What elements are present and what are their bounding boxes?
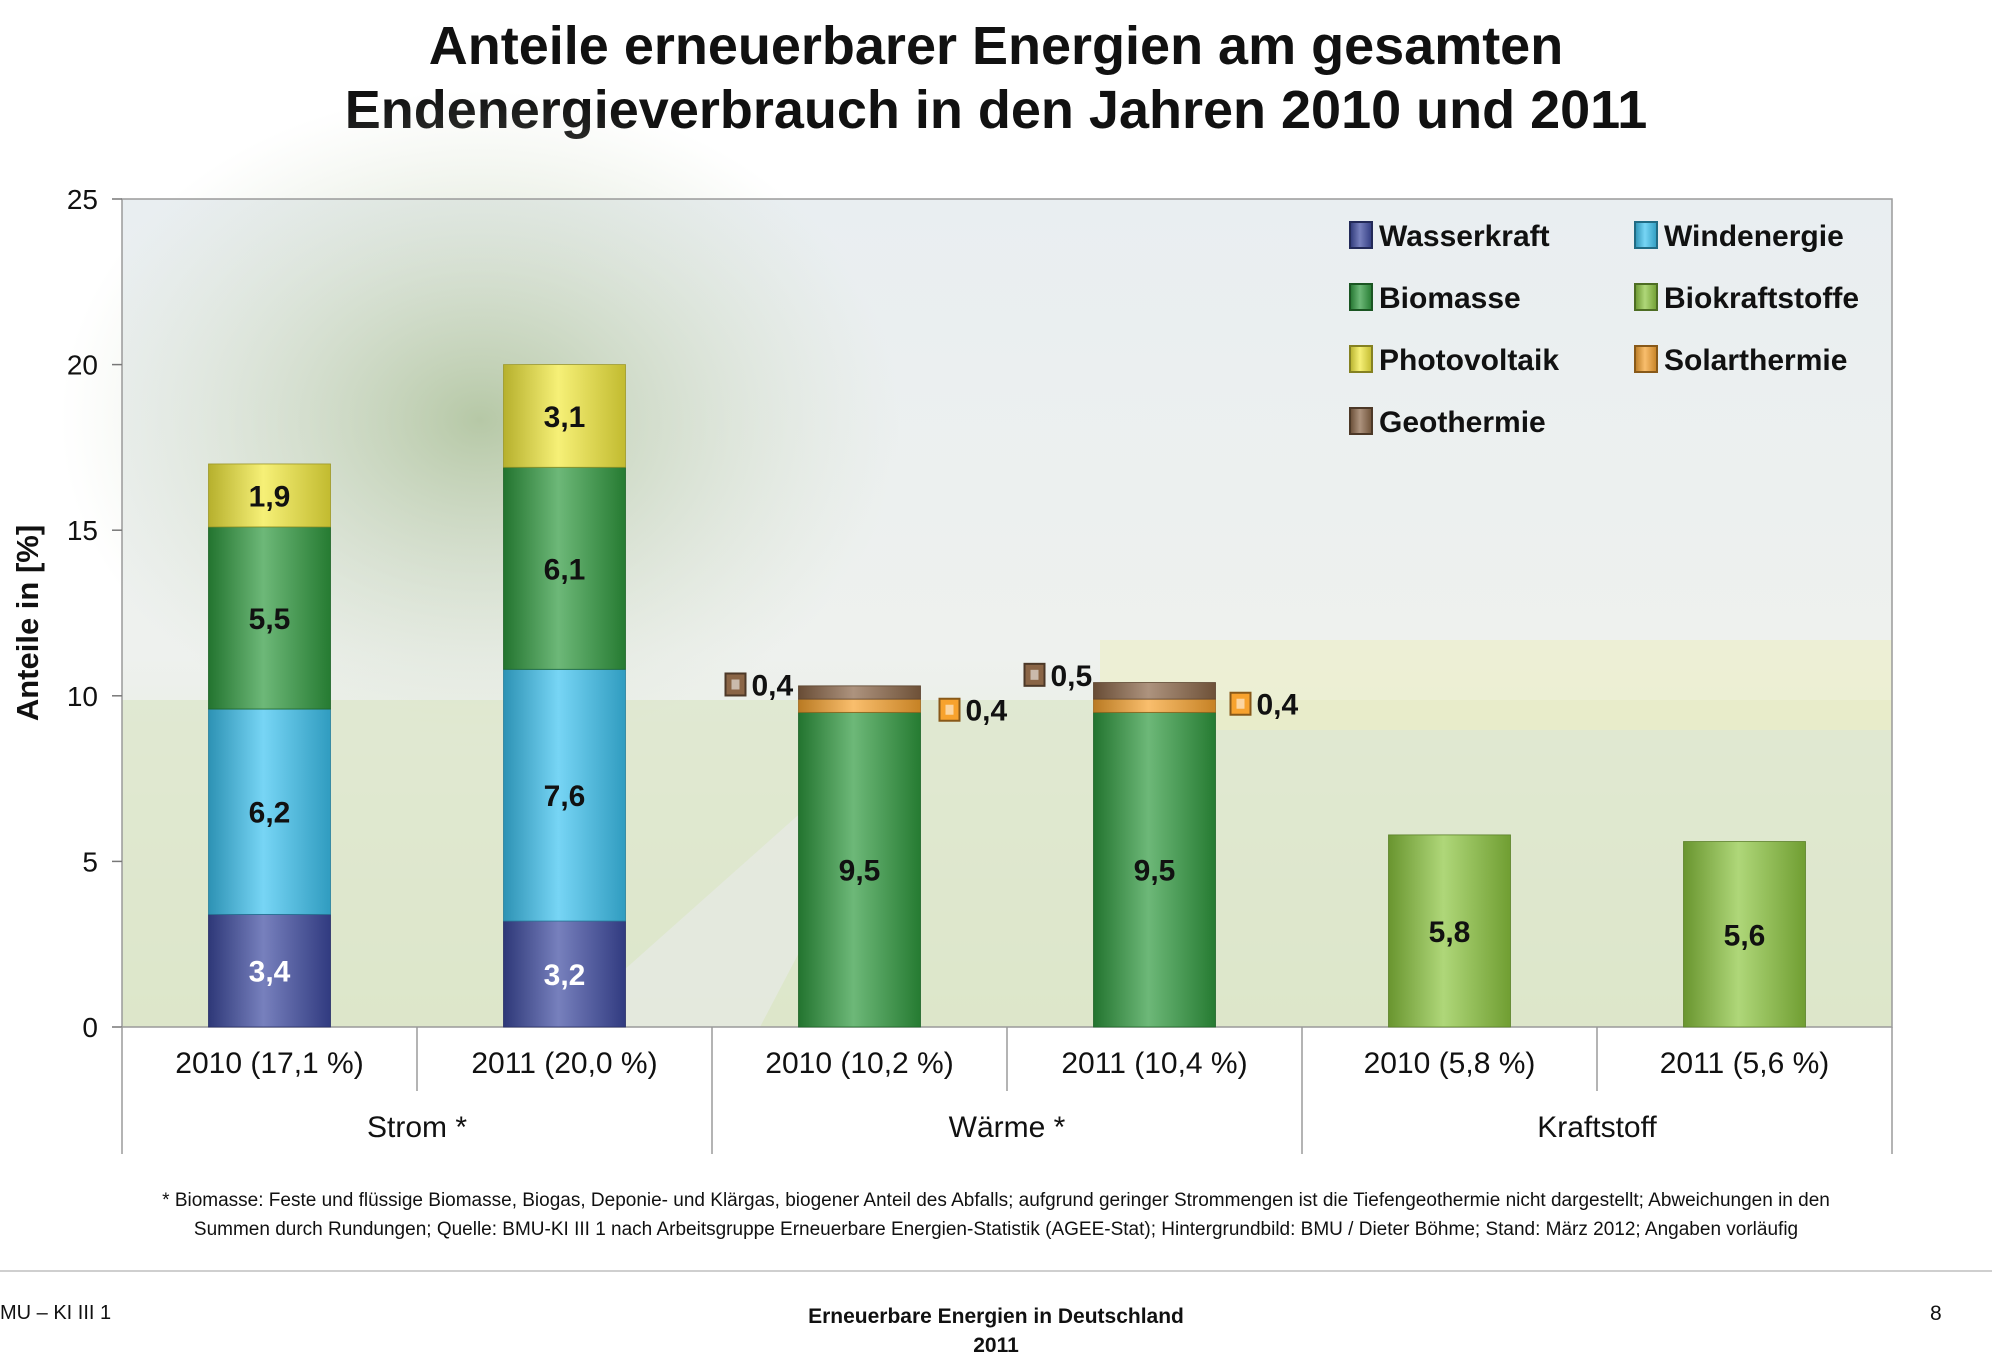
legend-swatch-biomasse: [1349, 283, 1373, 311]
callout-swatch-highlight: [945, 704, 954, 715]
bar-segment-solarthermie: [1093, 698, 1216, 713]
legend: Wasserkraft Windenergie Biomasse Biokraftst…: [1349, 220, 1859, 439]
legend-label-photovoltaik: Photovoltaik: [1379, 344, 1559, 377]
legend-label-geothermie: Geothermie: [1379, 406, 1546, 439]
y-tick-label: 20: [67, 350, 98, 381]
legend-swatch-biokraftstoffe: [1634, 283, 1658, 311]
footer-source: MU – KI III 1: [0, 1302, 112, 1324]
y-tick-label: 15: [67, 515, 98, 546]
footer-title-line-1: Erneuerbare Energien in Deutschland: [808, 1305, 1184, 1328]
data-label: 6,1: [544, 553, 586, 586]
data-label: 3,4: [249, 956, 291, 989]
bar-segment-geothermie: [798, 685, 921, 700]
data-label: 3,1: [544, 401, 586, 434]
legend-label-biokraftstoffe: Biokraftstoffe: [1664, 282, 1859, 315]
x-group-label: Strom *: [367, 1111, 467, 1144]
bar-segment-biomasse: [1093, 711, 1216, 1028]
data-label: 5,8: [1429, 916, 1471, 949]
bar-segment-biokraftstoffe: [1683, 841, 1806, 1028]
y-axis-title: Anteile in [%]: [10, 525, 45, 721]
bar-segment-windenergie: [503, 668, 626, 922]
data-label: 5,6: [1724, 919, 1766, 952]
legend-label-wasserkraft: Wasserkraft: [1379, 220, 1550, 253]
footnote-line-1: * Biomasse: Feste und flüssige Biomasse,…: [162, 1190, 1830, 1211]
bar-segment-wasserkraft: [208, 913, 331, 1028]
callout-swatch-highlight: [731, 679, 740, 690]
data-labels: 3,4 6,2 5,5 1,9 3,2 7,6 6,1 3,1 9,5 9,5 5,8 5,6 0,4 0…: [249, 401, 1766, 992]
y-tick-label: 10: [67, 681, 98, 712]
bar-segment-biomasse: [208, 526, 331, 710]
legend-swatch-wasserkraft: [1349, 221, 1373, 249]
x-category-label: 2011 (5,6 %): [1660, 1047, 1830, 1080]
legend-label-windenergie: Windenergie: [1664, 220, 1844, 253]
bars: [208, 364, 1806, 1028]
data-label: 7,6: [544, 780, 586, 813]
data-label: 9,5: [1134, 855, 1176, 888]
data-label: 1,9: [249, 480, 291, 513]
axes: 0 5 10 15 20 25 Anteile in [%] 2010 (17,1 %) 201…: [10, 184, 1893, 1154]
legend-swatch-geothermie: [1349, 407, 1373, 435]
stacked-bar-chart: 0 5 10 15 20 25 Anteile in [%] 2010 (17,1 %) 201…: [10, 90, 1893, 1154]
legend-swatch-windenergie: [1634, 221, 1658, 249]
footnote-line-2: Summen durch Rundungen; Quelle: BMU-KI I…: [193, 1219, 1799, 1240]
data-label: 3,2: [544, 959, 586, 992]
bar-segment-biomasse: [503, 466, 626, 670]
callout-label: 0,4: [1257, 689, 1299, 722]
callout-label: 0,5: [1051, 660, 1093, 693]
bar-segment-biokraftstoffe: [1388, 834, 1511, 1028]
chart-title: Anteile erneuerbarer Energien am gesamte…: [0, 14, 1992, 142]
x-category-label: 2011 (20,0 %): [471, 1047, 657, 1080]
bar-segment-wasserkraft: [503, 920, 626, 1028]
x-category-label: 2011 (10,4 %): [1061, 1047, 1247, 1080]
footer-divider: [0, 1270, 1992, 1272]
x-group-label: Wärme *: [949, 1111, 1066, 1144]
legend-label-biomasse: Biomasse: [1379, 282, 1521, 315]
y-tick-label: 0: [82, 1012, 98, 1043]
data-label: 6,2: [249, 797, 291, 830]
x-category-label: 2010 (10,2 %): [765, 1047, 953, 1080]
chart-title-line-1: Anteile erneuerbarer Energien am gesamte…: [428, 16, 1564, 76]
callout-label: 0,4: [752, 669, 794, 702]
bar-segment-windenergie: [208, 708, 331, 915]
y-tick-label: 5: [82, 846, 98, 877]
page-number: 8: [1930, 1302, 1942, 1325]
data-label: 5,5: [249, 603, 291, 636]
callout-swatch-highlight: [1236, 698, 1245, 709]
x-group-label: Kraftstoff: [1537, 1111, 1657, 1144]
legend-label-solarthermie: Solarthermie: [1664, 344, 1847, 377]
x-category-label: 2010 (5,8 %): [1364, 1047, 1536, 1080]
bar-segment-solarthermie: [798, 698, 921, 713]
footer-title-line-2: 2011: [973, 1334, 1019, 1357]
callout-swatch-highlight: [1030, 669, 1039, 680]
y-tick-label: 25: [67, 184, 98, 215]
bar-segment-geothermie: [1093, 682, 1216, 700]
bar-segment-photovoltaik: [503, 364, 626, 468]
bar-segment-photovoltaik: [208, 463, 331, 528]
legend-swatch-photovoltaik: [1349, 345, 1373, 373]
x-category-label: 2010 (17,1 %): [175, 1047, 363, 1080]
footer-title: Erneuerbare Energien in Deutschland 2011: [696, 1302, 1296, 1360]
footnote: * Biomasse: Feste und flüssige Biomasse,…: [0, 1186, 1992, 1244]
plot-background: [60, 90, 1892, 1027]
bar-segment-biomasse: [798, 711, 921, 1028]
legend-swatch-solarthermie: [1634, 345, 1658, 373]
data-label: 9,5: [839, 855, 881, 888]
callout-label: 0,4: [966, 695, 1008, 728]
